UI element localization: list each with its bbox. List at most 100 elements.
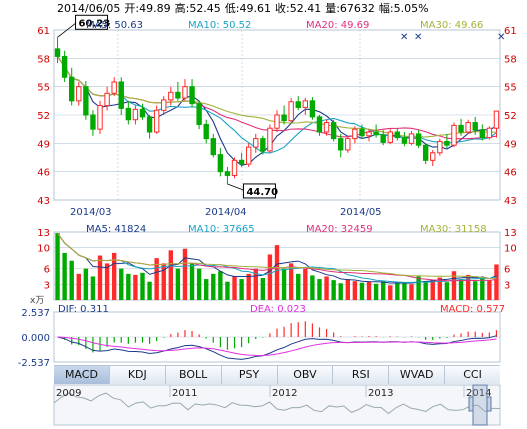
timeline-frame [53, 384, 501, 426]
macd-y-tick: -2.537 [18, 358, 50, 369]
candle-body [245, 146, 252, 165]
volume-y-tick-left: 10 [37, 244, 50, 255]
timeline-left-handle[interactable] [468, 396, 474, 412]
volume-bar [267, 254, 273, 300]
candle-body [451, 124, 457, 146]
volume-bar [324, 276, 329, 300]
candle-body [224, 171, 231, 176]
volume-bar [211, 273, 216, 300]
candle-body [267, 127, 273, 152]
tab-wvad[interactable]: WVAD [389, 366, 446, 384]
candle-body [338, 138, 344, 151]
price-y-tick-right: 52 [504, 111, 517, 122]
volume-bar [147, 281, 152, 300]
volume-ma10-line [57, 232, 497, 283]
price-y-tick-left: 61 [37, 26, 50, 37]
volume-bar [395, 282, 400, 300]
candle-body [175, 91, 181, 99]
candle-body [366, 131, 372, 137]
price-y-tick-left: 52 [37, 111, 50, 122]
candle-body [76, 86, 82, 102]
tab-boll[interactable]: BOLL [165, 366, 222, 384]
candle-body [352, 128, 358, 140]
low-label: 44.70 [246, 187, 278, 198]
volume-y-tick-right: 10 [504, 244, 517, 255]
macd-legend: MACD: 0.577 [440, 304, 505, 315]
dif-legend: DIF: 0.311 [58, 304, 109, 315]
tab-macd[interactable]: MACD [54, 366, 110, 384]
candle-body [146, 116, 153, 133]
candle-body [493, 110, 500, 129]
volume-ma5-legend: MA5: 41824 [86, 224, 146, 235]
volume-bar [119, 268, 124, 300]
volume-bar [168, 250, 174, 300]
candle-body [437, 140, 443, 154]
tab-cci[interactable]: CCI [445, 366, 500, 384]
date-axis-label: 2014/03 [70, 207, 112, 218]
volume-bar [373, 283, 379, 300]
candle-body [253, 138, 259, 148]
high-label-pointer [57, 22, 76, 38]
tab-obv[interactable]: OBV [277, 366, 334, 384]
date-axis-label: 2014/04 [205, 207, 247, 218]
volume-bar [416, 276, 421, 300]
candle-body [238, 159, 245, 165]
candle-body [465, 122, 471, 133]
ma10-line [57, 56, 497, 154]
volume-bar [76, 273, 81, 300]
candle-body [90, 114, 96, 130]
price-y-tick-left: 46 [37, 168, 50, 179]
timeline-range-selector[interactable] [472, 384, 488, 426]
low-label-pointer [227, 183, 244, 191]
candle-body [118, 81, 124, 109]
tab-psy[interactable]: PSY [221, 366, 278, 384]
candle-body [316, 116, 323, 133]
macd-y-tick: 0.000 [21, 333, 50, 344]
candle-body [415, 133, 422, 146]
candle-body [309, 100, 316, 118]
price-y-tick-right: 58 [504, 54, 517, 65]
volume-bar [90, 276, 96, 300]
volume-bar [182, 248, 188, 300]
timeline-year-label: 2013 [368, 388, 393, 399]
tab-kdj[interactable]: KDJ [109, 366, 166, 384]
volume-bar [430, 279, 435, 300]
price-y-tick-right: 49 [504, 139, 517, 150]
quote-open: 开:49.89 [124, 2, 171, 15]
volume-bar [225, 281, 230, 300]
candle-body [295, 101, 301, 108]
price-y-tick-left: 55 [37, 83, 50, 94]
timeline-year-label: 2009 [56, 388, 81, 399]
event-marker-icon: ✕ [497, 32, 505, 43]
price-y-tick-left: 43 [37, 196, 50, 207]
tab-rsi[interactable]: RSI [333, 366, 390, 384]
timeline-line [53, 392, 501, 415]
volume-bar [239, 279, 244, 300]
volume-bar [175, 268, 181, 300]
volume-bar [218, 271, 223, 300]
volume-bar [458, 279, 464, 300]
candle-body [330, 122, 337, 140]
indicator-tabs: MACD KDJ BOLL PSY OBV RSI WVAD CCI [54, 365, 500, 384]
candle-body [430, 152, 436, 161]
candle-body [288, 101, 294, 122]
quote-low: 低:49.61 [224, 2, 272, 15]
volume-bar [288, 263, 294, 300]
volume-bar [97, 255, 103, 300]
quote-volume: 量:67632 [325, 2, 375, 15]
candle-body [210, 138, 216, 156]
candle-body [323, 122, 330, 133]
volume-bar [196, 268, 202, 300]
volume-bar [161, 263, 166, 300]
volume-bar [140, 272, 145, 300]
volume-bar [303, 268, 308, 300]
volume-ma30-legend: MA30: 31158 [420, 224, 487, 235]
quote-header: 2014/06/05 开:49.89 高:52.45 低:49.61 收:52.41 量:… [0, 0, 527, 18]
candle-body [359, 128, 365, 137]
volume-bar [62, 252, 67, 300]
timeline-right-handle[interactable] [486, 396, 492, 412]
volume-bar [310, 275, 315, 300]
macd-y-tick: 2.537 [21, 308, 50, 319]
candle-body [61, 55, 68, 78]
